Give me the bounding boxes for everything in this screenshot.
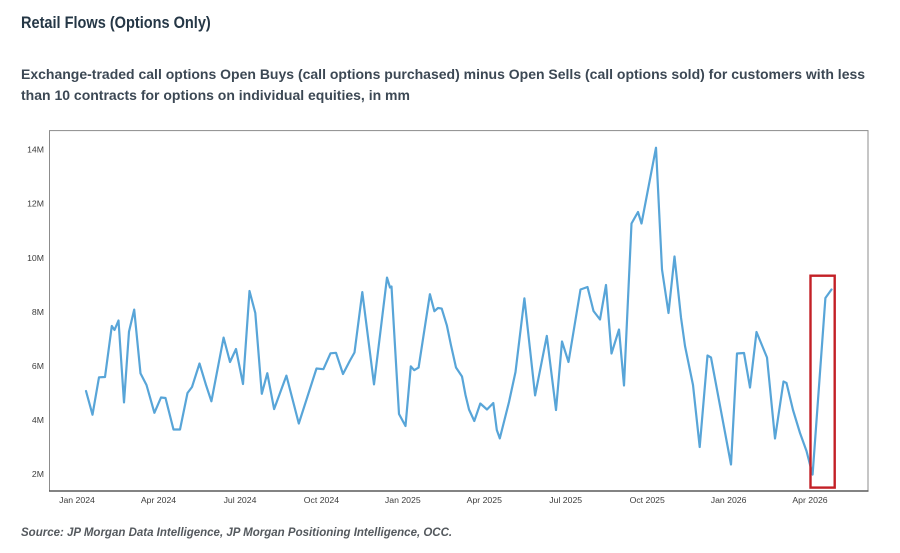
svg-text:Jul 2024: Jul 2024 [224,495,257,505]
svg-text:Apr 2024: Apr 2024 [141,495,176,505]
svg-text:14M: 14M [27,144,44,154]
svg-text:Jan 2025: Jan 2025 [385,495,421,505]
svg-text:Apr 2025: Apr 2025 [467,495,502,505]
svg-text:Jan 2024: Jan 2024 [59,495,95,505]
svg-text:10M: 10M [27,253,44,263]
svg-text:Jan 2026: Jan 2026 [711,495,747,505]
svg-text:2M: 2M [32,469,44,479]
svg-text:Oct 2024: Oct 2024 [304,495,339,505]
svg-text:8M: 8M [32,307,44,317]
svg-text:Apr 2026: Apr 2026 [792,495,827,505]
svg-text:Oct 2025: Oct 2025 [630,495,665,505]
svg-text:4M: 4M [32,415,44,425]
svg-text:Jul 2025: Jul 2025 [549,495,582,505]
svg-text:12M: 12M [27,199,44,209]
svg-text:6M: 6M [32,361,44,371]
